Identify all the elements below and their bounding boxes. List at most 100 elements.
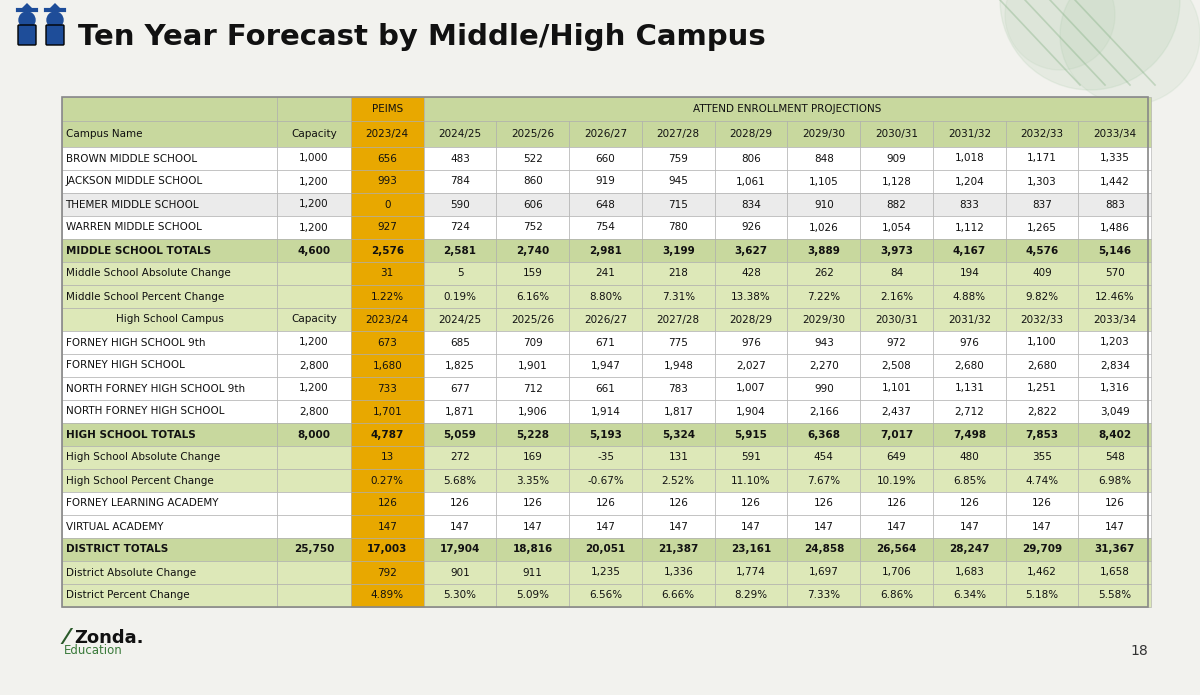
Bar	[860, 584, 932, 607]
Bar	[350, 239, 424, 262]
Bar	[715, 216, 787, 239]
Bar	[424, 469, 497, 492]
Bar	[642, 121, 715, 147]
Bar	[932, 423, 1006, 446]
Text: 5.30%: 5.30%	[444, 591, 476, 600]
Text: 2,834: 2,834	[1100, 361, 1130, 370]
Bar	[1006, 193, 1079, 216]
Text: 976: 976	[960, 338, 979, 348]
Text: 5,146: 5,146	[1098, 245, 1132, 256]
Bar	[860, 193, 932, 216]
Text: 1,486: 1,486	[1100, 222, 1130, 233]
Bar	[497, 538, 569, 561]
Text: 17,003: 17,003	[367, 544, 408, 555]
Bar	[62, 239, 277, 262]
Bar	[497, 469, 569, 492]
Bar	[424, 423, 497, 446]
Text: 2025/26: 2025/26	[511, 129, 554, 139]
Text: 1,128: 1,128	[882, 177, 912, 186]
Text: JACKSON MIDDLE SCHOOL: JACKSON MIDDLE SCHOOL	[66, 177, 203, 186]
Text: 1,904: 1,904	[736, 407, 766, 416]
Bar	[715, 515, 787, 538]
Text: 7.22%: 7.22%	[808, 291, 840, 302]
Text: 860: 860	[523, 177, 542, 186]
Text: 7,498: 7,498	[953, 430, 986, 439]
Text: MIDDLE SCHOOL TOTALS: MIDDLE SCHOOL TOTALS	[66, 245, 211, 256]
Text: 2026/27: 2026/27	[584, 315, 628, 325]
Bar	[1079, 561, 1151, 584]
Text: 1,701: 1,701	[372, 407, 402, 416]
Bar	[1006, 216, 1079, 239]
Text: 147: 147	[814, 521, 834, 532]
Bar	[569, 354, 642, 377]
Text: 126: 126	[1105, 498, 1124, 509]
Text: NORTH FORNEY HIGH SCHOOL 9th: NORTH FORNEY HIGH SCHOOL 9th	[66, 384, 245, 393]
Bar	[642, 285, 715, 308]
Text: 1,316: 1,316	[1100, 384, 1130, 393]
Bar	[1079, 515, 1151, 538]
Bar	[569, 400, 642, 423]
Text: 26,564: 26,564	[876, 544, 917, 555]
Text: 5,193: 5,193	[589, 430, 622, 439]
Bar	[350, 377, 424, 400]
Bar	[787, 170, 860, 193]
Bar	[277, 262, 350, 285]
Text: 1.22%: 1.22%	[371, 291, 404, 302]
Text: 752: 752	[523, 222, 542, 233]
Text: 11.10%: 11.10%	[731, 475, 770, 486]
Text: 754: 754	[595, 222, 616, 233]
Bar	[642, 354, 715, 377]
Bar	[569, 561, 642, 584]
Bar	[932, 538, 1006, 561]
Text: 2.52%: 2.52%	[661, 475, 695, 486]
Text: 1,303: 1,303	[1027, 177, 1057, 186]
Bar	[62, 492, 277, 515]
Text: 7.31%: 7.31%	[661, 291, 695, 302]
Bar	[1079, 354, 1151, 377]
Text: 2028/29: 2028/29	[730, 129, 773, 139]
Text: 18: 18	[1130, 644, 1148, 658]
Bar	[787, 216, 860, 239]
Bar	[1006, 239, 1079, 262]
Text: 673: 673	[377, 338, 397, 348]
Bar	[860, 239, 932, 262]
Text: NORTH FORNEY HIGH SCHOOL: NORTH FORNEY HIGH SCHOOL	[66, 407, 224, 416]
Bar	[350, 584, 424, 607]
Bar	[62, 354, 277, 377]
Bar	[642, 584, 715, 607]
Bar	[277, 492, 350, 515]
Text: 1,825: 1,825	[445, 361, 475, 370]
Text: 733: 733	[377, 384, 397, 393]
Text: 29,709: 29,709	[1022, 544, 1062, 555]
Text: 147: 147	[1032, 521, 1052, 532]
Text: 159: 159	[523, 268, 542, 279]
Bar	[1006, 584, 1079, 607]
Text: 649: 649	[887, 452, 906, 462]
Bar	[62, 469, 277, 492]
Text: 780: 780	[668, 222, 688, 233]
Bar	[277, 285, 350, 308]
Bar	[62, 584, 277, 607]
Text: 591: 591	[742, 452, 761, 462]
Text: 1,251: 1,251	[1027, 384, 1057, 393]
Text: High School Percent Change: High School Percent Change	[66, 475, 214, 486]
Text: 1,906: 1,906	[518, 407, 547, 416]
Bar	[350, 492, 424, 515]
Bar	[715, 239, 787, 262]
Text: 4.89%: 4.89%	[371, 591, 404, 600]
Text: 7.67%: 7.67%	[808, 475, 840, 486]
Text: 648: 648	[595, 199, 616, 209]
Bar	[932, 331, 1006, 354]
Bar	[497, 147, 569, 170]
Text: 1,947: 1,947	[590, 361, 620, 370]
Bar	[860, 285, 932, 308]
Text: 2031/32: 2031/32	[948, 129, 991, 139]
Text: 1,105: 1,105	[809, 177, 839, 186]
Text: 792: 792	[377, 568, 397, 578]
Text: 6.85%: 6.85%	[953, 475, 986, 486]
Bar	[787, 308, 860, 331]
Bar	[787, 469, 860, 492]
Bar	[1006, 170, 1079, 193]
Bar	[277, 354, 350, 377]
Bar	[860, 121, 932, 147]
